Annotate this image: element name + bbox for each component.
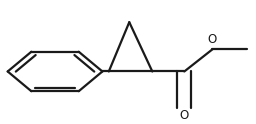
Text: O: O (208, 33, 217, 46)
Text: O: O (180, 109, 189, 122)
